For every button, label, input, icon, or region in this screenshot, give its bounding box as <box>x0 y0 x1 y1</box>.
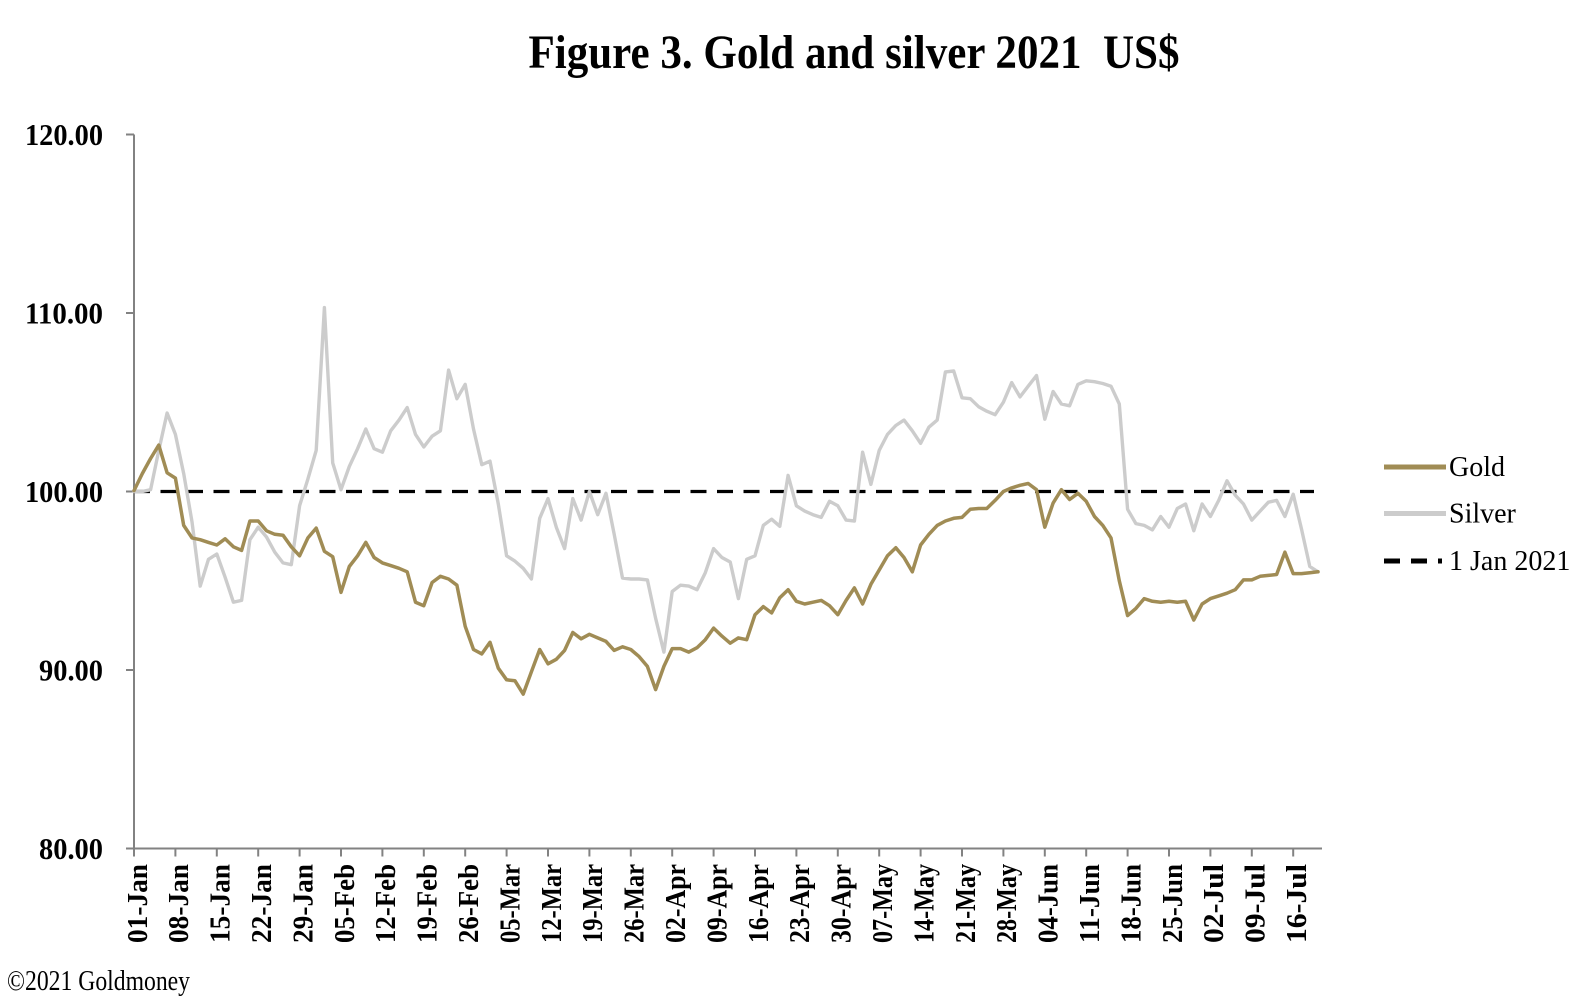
svg-text:05-Mar: 05-Mar <box>494 864 526 943</box>
svg-text:04-Jun: 04-Jun <box>1033 864 1065 943</box>
svg-text:12-Mar: 12-Mar <box>536 864 568 943</box>
svg-text:19-Feb: 19-Feb <box>412 864 444 943</box>
svg-text:Gold: Gold <box>1449 452 1505 483</box>
svg-text:23-Apr: 23-Apr <box>784 864 816 943</box>
svg-text:19-Mar: 19-Mar <box>577 864 609 943</box>
svg-text:02-Apr: 02-Apr <box>660 864 692 943</box>
svg-text:110.00: 110.00 <box>25 296 103 331</box>
svg-text:05-Feb: 05-Feb <box>329 864 361 943</box>
svg-text:12-Feb: 12-Feb <box>370 864 402 943</box>
svg-text:11-Jun: 11-Jun <box>1074 864 1106 943</box>
svg-text:09-Apr: 09-Apr <box>701 864 733 943</box>
svg-text:29-Jan: 29-Jan <box>287 864 319 943</box>
svg-text:09-Jul: 09-Jul <box>1240 864 1272 943</box>
svg-text:02-Jul: 02-Jul <box>1198 864 1230 943</box>
svg-text:30-Apr: 30-Apr <box>826 864 858 943</box>
svg-text:16-Jul: 16-Jul <box>1281 864 1313 943</box>
svg-text:28-May: 28-May <box>991 864 1023 943</box>
svg-text:21-May: 21-May <box>950 864 982 943</box>
svg-text:90.00: 90.00 <box>39 653 103 688</box>
svg-text:15-Jan: 15-Jan <box>205 864 237 943</box>
svg-text:120.00: 120.00 <box>25 117 103 152</box>
svg-text:26-Feb: 26-Feb <box>453 864 485 943</box>
svg-text:22-Jan: 22-Jan <box>246 864 278 943</box>
svg-text:Figure 3. Gold and silver 2021: Figure 3. Gold and silver 2021 US$ <box>529 26 1180 79</box>
svg-text:16-Apr: 16-Apr <box>743 864 775 943</box>
svg-text:1 Jan 2021: 1 Jan 2021 <box>1449 546 1570 577</box>
svg-text:Silver: Silver <box>1449 499 1517 530</box>
svg-text:14-May: 14-May <box>908 864 940 943</box>
svg-text:©2021 Goldmoney: ©2021 Goldmoney <box>7 966 190 997</box>
svg-text:26-Mar: 26-Mar <box>619 864 651 943</box>
svg-text:25-Jun: 25-Jun <box>1157 864 1189 943</box>
svg-text:80.00: 80.00 <box>39 831 103 866</box>
svg-text:08-Jan: 08-Jan <box>163 864 195 943</box>
svg-text:01-Jan: 01-Jan <box>122 864 154 943</box>
svg-text:07-May: 07-May <box>867 864 899 943</box>
svg-text:100.00: 100.00 <box>25 474 103 509</box>
svg-text:18-Jun: 18-Jun <box>1115 864 1147 943</box>
